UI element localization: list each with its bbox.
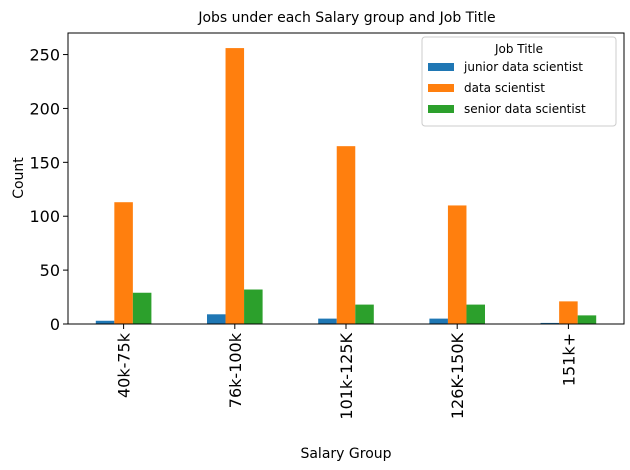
bar-2-3 (336, 146, 356, 324)
bar-1-4 (429, 318, 448, 324)
bar-3-2 (244, 289, 263, 324)
y-axis: 0 50 100 150 200 250 (29, 46, 68, 334)
legend: Job Title junior data scientist data scie… (421, 36, 617, 127)
legend-title: Job Title (494, 42, 543, 56)
bar-2-4 (447, 205, 467, 324)
bar-1-3 (318, 318, 337, 324)
chart-title: Jobs under each Salary group and Job Tit… (197, 10, 495, 26)
bar-3-3 (355, 304, 374, 324)
legend-items: junior data scientist data scientist senio… (428, 60, 586, 116)
y-tick-label-3: 150 (29, 153, 60, 172)
x-tick-label-2: 101k-125K (337, 332, 356, 419)
bar-2-1 (114, 202, 133, 324)
legend-label-3: senior data scientist (464, 102, 586, 116)
y-tick-label-5: 250 (29, 46, 60, 65)
bar-2-5 (559, 301, 578, 324)
legend-swatch-1 (428, 63, 454, 71)
y-tick-label-0: 0 (50, 315, 60, 334)
bar-3-4 (466, 304, 485, 324)
legend-label-2: data scientist (464, 81, 545, 95)
y-tick-label-2: 100 (29, 207, 60, 226)
bar-3-1 (132, 292, 152, 324)
bar-1-5 (540, 322, 560, 324)
x-axis: 40k-75k 76k-100k 101k-125K 126K-150K 151k+ (115, 324, 578, 420)
x-tick-label-4: 151k+ (559, 333, 578, 386)
x-tick-label-3: 126K-150K (448, 332, 467, 419)
y-tick-label-4: 200 (29, 99, 60, 118)
legend-swatch-2 (428, 84, 454, 92)
legend-label-1: junior data scientist (463, 60, 583, 74)
bar-1-1 (95, 320, 115, 324)
legend-frame (421, 36, 617, 127)
y-axis-label: Count (11, 157, 27, 199)
bar-1-2 (207, 314, 226, 324)
bars-group (95, 48, 597, 324)
legend-swatch-3 (428, 105, 454, 113)
y-tick-label-1: 50 (40, 261, 60, 280)
bar-2-2 (225, 48, 245, 324)
x-tick-label-0: 40k-75k (115, 332, 134, 398)
x-axis-label: Salary Group (300, 446, 391, 462)
x-tick-label-1: 76k-100k (226, 332, 245, 408)
bar-3-5 (577, 315, 597, 324)
